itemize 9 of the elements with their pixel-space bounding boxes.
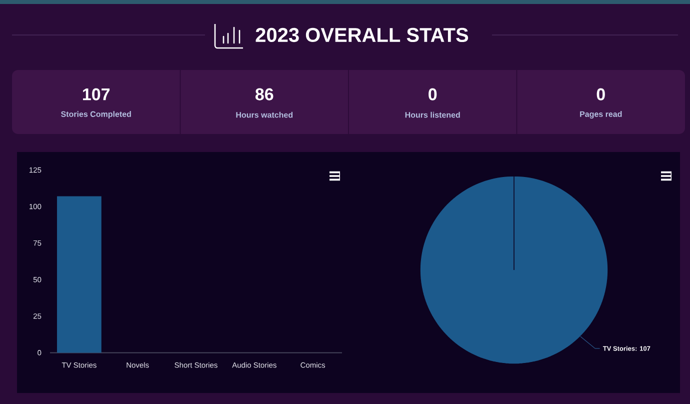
category-label: Hours listened [405,112,460,118]
category-label: Hours watched [236,112,293,118]
data-label: 107 [83,88,110,100]
data-label: 0 [596,88,605,100]
data-label: 0 [428,88,437,100]
category-label: Stories Completed [61,111,131,119]
text: 2023 OVERALL STATS [256,28,468,42]
data-label: 86 [255,88,274,100]
category-label: Pages read [580,111,622,119]
